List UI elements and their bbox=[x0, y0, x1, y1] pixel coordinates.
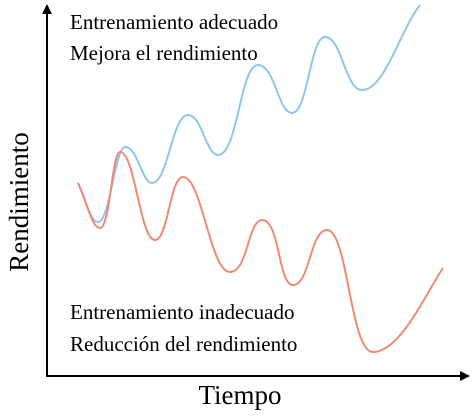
top-label: Entrenamiento adecuado bbox=[70, 10, 278, 34]
y-axis-label: Rendimiento bbox=[4, 132, 34, 271]
x-axis-label: Tiempo bbox=[198, 380, 281, 410]
declining-curve bbox=[77, 150, 444, 354]
bottom-label: Entrenamiento inadecuado bbox=[70, 300, 295, 324]
top-label: Mejora el rendimiento bbox=[70, 41, 258, 65]
improving-curve bbox=[77, 4, 421, 224]
bottom-label: Reducción del rendimiento bbox=[70, 332, 297, 356]
